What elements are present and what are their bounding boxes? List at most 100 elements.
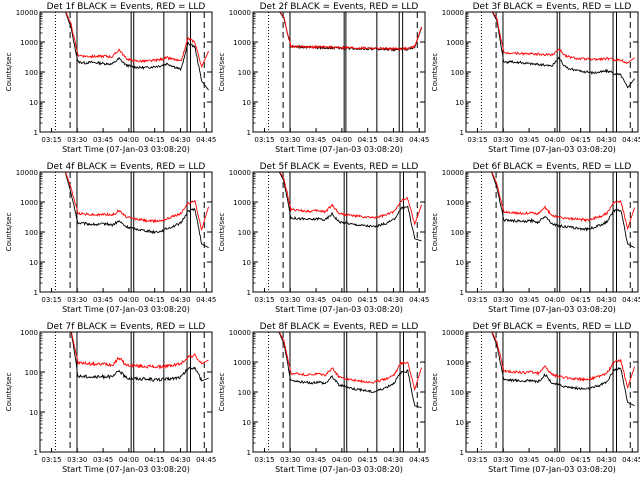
- series-line-lld: [491, 172, 636, 231]
- x-tick-label: 03:45: [306, 456, 326, 464]
- x-tick-label: 04:45: [196, 296, 216, 304]
- y-tick-label: 1: [460, 289, 464, 297]
- y-axis-label: Counts/sec: [5, 213, 13, 252]
- x-axis-label: Start Time (07-Jan-03 03:08:20): [488, 465, 616, 474]
- y-tick-label: 1: [34, 449, 38, 457]
- chart-panel-7f: Det 7f BLACK = Events, RED = LLD Counts/s…: [5, 322, 216, 474]
- chart-title: Det 5f BLACK = Events, RED = LLD: [260, 162, 419, 172]
- y-tick-label: 1: [460, 129, 464, 137]
- y-tick-label: 100: [25, 229, 38, 237]
- y-tick-label: 1: [34, 129, 38, 137]
- plot-frame: [252, 331, 426, 453]
- x-tick-label: 04:00: [545, 456, 565, 464]
- plot-frame: [39, 331, 213, 453]
- y-tick-label: 100: [451, 69, 464, 77]
- y-tick-label: 100: [25, 369, 38, 377]
- x-tick-label: 03:30: [493, 136, 513, 144]
- x-tick-label: 03:45: [519, 136, 539, 144]
- x-tick-label: 03:15: [41, 296, 61, 304]
- y-tick-label: 10000: [442, 329, 464, 337]
- y-axis-label: Counts/sec: [218, 373, 226, 412]
- y-tick-label: 100: [238, 229, 251, 237]
- x-tick-label: 04:45: [409, 136, 429, 144]
- x-tick-label: 04:45: [622, 296, 640, 304]
- x-tick-label: 04:00: [332, 136, 352, 144]
- series-line-lld: [492, 12, 635, 64]
- x-tick-label: 04:30: [170, 456, 190, 464]
- x-axis-label: Start Time (07-Jan-03 03:08:20): [62, 465, 190, 474]
- y-tick-label: 1000: [20, 39, 38, 47]
- y-tick-label: 100: [451, 389, 464, 397]
- x-tick-label: 03:15: [467, 136, 487, 144]
- x-axis-label: Start Time (07-Jan-03 03:08:20): [275, 305, 403, 314]
- x-tick-label: 04:00: [119, 136, 139, 144]
- plot-frame: [465, 11, 639, 133]
- x-tick-label: 04:30: [383, 296, 403, 304]
- x-tick-label: 03:15: [467, 296, 487, 304]
- y-tick-label: 10: [29, 409, 38, 417]
- x-tick-label: 04:45: [622, 136, 640, 144]
- x-tick-label: 03:15: [254, 456, 274, 464]
- x-tick-label: 04:00: [545, 136, 565, 144]
- x-tick-label: 04:15: [571, 296, 591, 304]
- x-tick-label: 04:45: [622, 456, 640, 464]
- y-tick-label: 10: [29, 259, 38, 267]
- chart-panel-1f: Det 1f BLACK = Events, RED = LLD Counts/s…: [5, 2, 216, 154]
- chart-title: Det 2f BLACK = Events, RED = LLD: [260, 2, 419, 12]
- chart-title: Det 6f BLACK = Events, RED = LLD: [473, 162, 632, 172]
- y-tick-label: 1000: [446, 39, 464, 47]
- series-line-lld: [65, 172, 210, 232]
- series-line-events: [278, 172, 422, 242]
- x-tick-label: 03:15: [41, 456, 61, 464]
- x-tick-label: 04:00: [332, 296, 352, 304]
- x-tick-label: 04:00: [332, 456, 352, 464]
- x-tick-label: 03:30: [67, 296, 87, 304]
- x-tick-label: 04:00: [119, 296, 139, 304]
- y-tick-label: 10: [455, 419, 464, 427]
- y-tick-label: 1000: [233, 39, 251, 47]
- y-tick-label: 100: [238, 69, 251, 77]
- y-tick-label: 10: [455, 259, 464, 267]
- series-line-lld: [70, 332, 209, 370]
- x-axis-label: Start Time (07-Jan-03 03:08:20): [62, 305, 190, 314]
- x-tick-label: 04:15: [145, 456, 165, 464]
- x-tick-label: 03:45: [519, 456, 539, 464]
- chart-panel-9f: Det 9f BLACK = Events, RED = LLD Counts/s…: [431, 322, 640, 474]
- series-line-events: [65, 12, 209, 91]
- x-tick-label: 04:30: [596, 296, 616, 304]
- series-line-lld: [279, 12, 423, 52]
- x-tick-label: 03:30: [493, 296, 513, 304]
- chart-panel-4f: Det 4f BLACK = Events, RED = LLD Counts/s…: [5, 162, 216, 314]
- x-tick-label: 04:30: [383, 136, 403, 144]
- y-tick-label: 10: [242, 259, 251, 267]
- x-tick-label: 03:30: [280, 456, 300, 464]
- y-tick-label: 1000: [20, 329, 38, 337]
- x-axis-label: Start Time (07-Jan-03 03:08:20): [275, 145, 403, 154]
- x-tick-label: 03:45: [306, 296, 326, 304]
- x-tick-label: 04:15: [571, 136, 591, 144]
- x-tick-label: 03:30: [280, 136, 300, 144]
- x-tick-label: 03:30: [67, 136, 87, 144]
- x-tick-label: 03:30: [493, 456, 513, 464]
- series-line-lld: [65, 12, 210, 68]
- series-line-events: [64, 172, 209, 249]
- y-tick-label: 1000: [233, 199, 251, 207]
- y-tick-label: 1: [247, 289, 251, 297]
- y-tick-label: 100: [25, 69, 38, 77]
- y-tick-label: 1: [34, 289, 38, 297]
- x-tick-label: 04:00: [119, 456, 139, 464]
- y-tick-label: 10000: [229, 329, 251, 337]
- series-line-events: [491, 172, 635, 249]
- x-tick-label: 04:30: [170, 296, 190, 304]
- x-tick-label: 04:30: [596, 136, 616, 144]
- y-tick-label: 100: [451, 229, 464, 237]
- x-tick-label: 04:30: [383, 456, 403, 464]
- x-tick-label: 03:30: [280, 296, 300, 304]
- series-line-events: [491, 12, 635, 89]
- x-tick-label: 04:45: [196, 456, 216, 464]
- chart-panel-3f: Det 3f BLACK = Events, RED = LLD Counts/s…: [431, 2, 640, 154]
- x-tick-label: 03:45: [306, 136, 326, 144]
- x-tick-label: 03:45: [519, 296, 539, 304]
- x-axis-label: Start Time (07-Jan-03 03:08:20): [488, 145, 616, 154]
- series-line-lld: [278, 332, 423, 392]
